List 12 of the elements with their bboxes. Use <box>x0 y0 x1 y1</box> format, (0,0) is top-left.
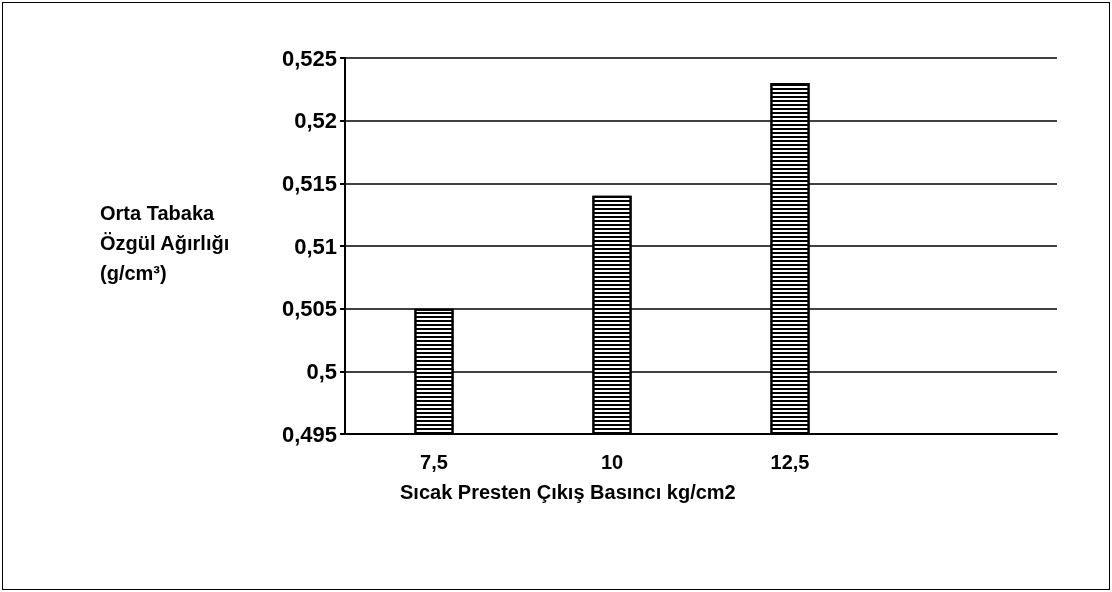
x-tick-label: 7,5 <box>420 451 448 473</box>
y-tick-label: 0,5 <box>306 358 337 384</box>
y-tick-label: 0,515 <box>281 170 337 196</box>
x-tick-label: 10 <box>600 451 624 473</box>
x-axis-title: Sıcak Presten Çıkış Basıncı kg/cm2 <box>400 481 736 503</box>
x-tick-label: 12,5 <box>770 451 810 473</box>
y-tick-label: 0,52 <box>294 108 337 134</box>
y-tick-label: 0,525 <box>281 45 337 71</box>
y-tick-label: 0,505 <box>281 296 337 322</box>
y-axis-title: Orta Tabaka Özgül Ağırlığı (g/cm³) <box>100 202 230 284</box>
y-tick-label: 0,51 <box>294 233 337 259</box>
y-tick-label: 0,495 <box>281 421 337 447</box>
